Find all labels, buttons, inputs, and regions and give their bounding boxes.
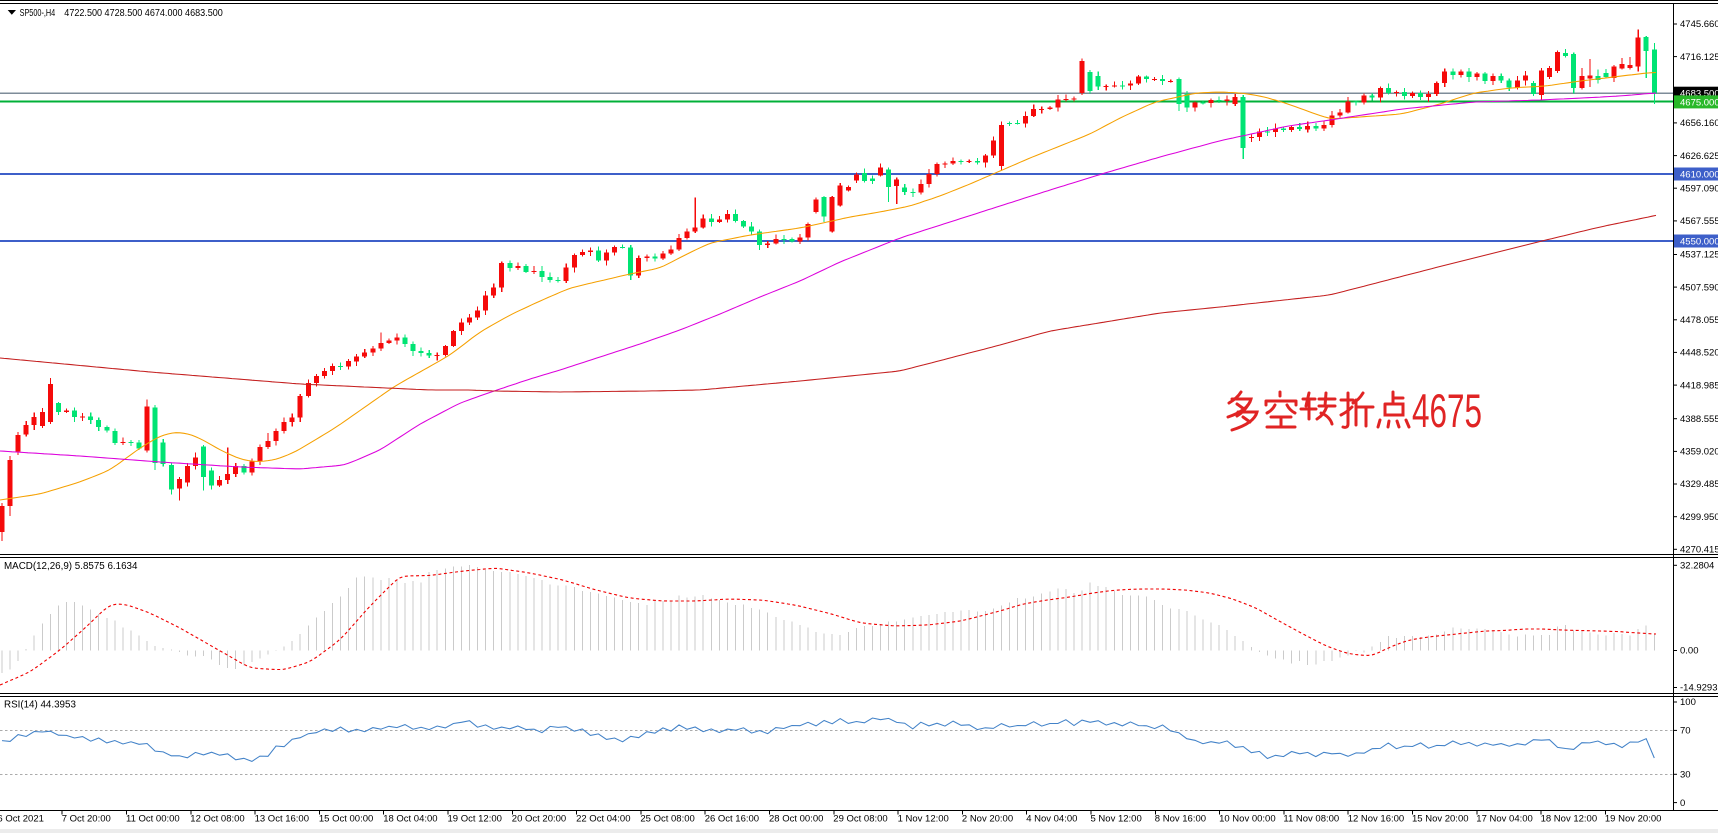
svg-text:19 Oct 12:00: 19 Oct 12:00: [448, 814, 502, 825]
svg-text:11 Oct 00:00: 11 Oct 00:00: [126, 814, 180, 825]
svg-text:22 Oct 04:00: 22 Oct 04:00: [576, 814, 630, 825]
svg-text:4675: 4675: [1412, 384, 1482, 437]
svg-text:0.00: 0.00: [1680, 646, 1699, 657]
svg-text:4359.020: 4359.020: [1680, 447, 1718, 458]
svg-text:12 Nov 16:00: 12 Nov 16:00: [1348, 814, 1405, 825]
svg-text:4610.000: 4610.000: [1680, 170, 1718, 181]
svg-text:13 Oct 16:00: 13 Oct 16:00: [255, 814, 309, 825]
svg-text:11 Nov 08:00: 11 Nov 08:00: [1283, 814, 1339, 825]
svg-text:15 Nov 20:00: 15 Nov 20:00: [1412, 814, 1469, 825]
svg-text:30: 30: [1680, 770, 1691, 781]
svg-text:4418.985: 4418.985: [1680, 380, 1718, 391]
svg-text:32.2804: 32.2804: [1680, 561, 1714, 572]
svg-text:4270.415: 4270.415: [1680, 545, 1718, 556]
svg-text:100: 100: [1680, 697, 1696, 708]
svg-text:20 Oct 20:00: 20 Oct 20:00: [512, 814, 566, 825]
svg-text:29 Oct 08:00: 29 Oct 08:00: [833, 814, 887, 825]
svg-text:7 Oct 20:00: 7 Oct 20:00: [62, 814, 111, 825]
svg-text:18 Oct 04:00: 18 Oct 04:00: [383, 814, 437, 825]
svg-text:18 Nov 12:00: 18 Nov 12:00: [1541, 814, 1598, 825]
svg-text:28 Oct 00:00: 28 Oct 00:00: [769, 814, 823, 825]
svg-text:4675.000: 4675.000: [1680, 97, 1718, 108]
svg-text:4550.000: 4550.000: [1680, 237, 1718, 248]
svg-text:4388.555: 4388.555: [1680, 414, 1718, 425]
svg-text:25 Oct 08:00: 25 Oct 08:00: [640, 814, 694, 825]
svg-text:5 Nov 12:00: 5 Nov 12:00: [1091, 814, 1142, 825]
svg-text:RSI(14) 44.3953: RSI(14) 44.3953: [4, 700, 76, 711]
svg-text:17 Nov 04:00: 17 Nov 04:00: [1476, 814, 1533, 825]
svg-text:12 Oct 08:00: 12 Oct 08:00: [190, 814, 244, 825]
svg-text:4683.500: 4683.500: [1680, 89, 1718, 100]
svg-text:4329.485: 4329.485: [1680, 479, 1718, 490]
svg-text:4537.125: 4537.125: [1680, 250, 1718, 261]
svg-text:10 Nov 00:00: 10 Nov 00:00: [1219, 814, 1276, 825]
svg-text:4656.160: 4656.160: [1680, 118, 1718, 129]
svg-text:4478.055: 4478.055: [1680, 315, 1718, 326]
svg-text:4597.090: 4597.090: [1680, 183, 1718, 194]
svg-text:6 Oct 2021: 6 Oct 2021: [0, 814, 44, 825]
svg-text:2 Nov 20:00: 2 Nov 20:00: [962, 814, 1013, 825]
svg-text:4745.660: 4745.660: [1680, 19, 1718, 30]
svg-text:4507.590: 4507.590: [1680, 282, 1718, 293]
svg-text:4 Nov 04:00: 4 Nov 04:00: [1026, 814, 1077, 825]
svg-text:19 Nov 20:00: 19 Nov 20:00: [1605, 814, 1662, 825]
svg-text:70: 70: [1680, 726, 1691, 737]
svg-text:26 Oct 16:00: 26 Oct 16:00: [705, 814, 759, 825]
svg-text:8 Nov 16:00: 8 Nov 16:00: [1155, 814, 1206, 825]
svg-text:4722.500 4728.500 4674.000 468: 4722.500 4728.500 4674.000 4683.500: [64, 7, 223, 19]
svg-text:MACD(12,26,9) 5.8575 6.1634: MACD(12,26,9) 5.8575 6.1634: [4, 561, 138, 572]
svg-text:1 Nov 12:00: 1 Nov 12:00: [898, 814, 949, 825]
svg-text:4299.950: 4299.950: [1680, 512, 1718, 523]
svg-text:SP500-,H4: SP500-,H4: [20, 7, 56, 19]
svg-text:4567.555: 4567.555: [1680, 216, 1718, 227]
svg-text:4626.625: 4626.625: [1680, 151, 1718, 162]
svg-text:4716.125: 4716.125: [1680, 52, 1718, 63]
svg-text:0: 0: [1680, 798, 1685, 809]
svg-text:15 Oct 00:00: 15 Oct 00:00: [319, 814, 373, 825]
svg-text:4448.520: 4448.520: [1680, 348, 1718, 359]
svg-text:-14.9293: -14.9293: [1680, 683, 1718, 694]
